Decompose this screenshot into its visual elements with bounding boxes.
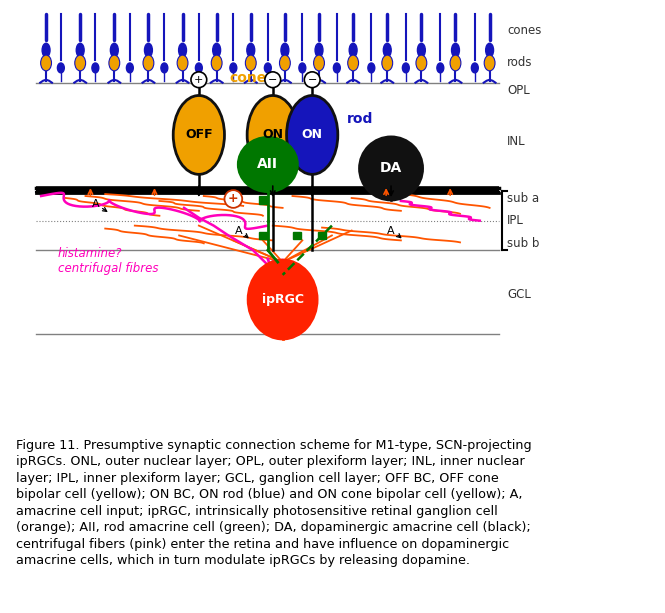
Ellipse shape <box>57 63 65 73</box>
Ellipse shape <box>333 63 340 73</box>
Ellipse shape <box>382 55 392 71</box>
Circle shape <box>360 137 422 200</box>
Ellipse shape <box>437 63 444 73</box>
Ellipse shape <box>279 55 291 71</box>
Ellipse shape <box>177 55 188 71</box>
Ellipse shape <box>126 63 133 73</box>
Text: IPL: IPL <box>507 214 524 227</box>
Ellipse shape <box>471 63 478 73</box>
Text: cones: cones <box>507 24 542 37</box>
Ellipse shape <box>416 55 427 71</box>
Text: ON: ON <box>262 129 283 142</box>
Text: AII: AII <box>257 158 279 172</box>
Ellipse shape <box>41 55 51 71</box>
Text: +: + <box>228 192 239 205</box>
Text: A: A <box>387 226 395 235</box>
Text: sub b: sub b <box>507 237 540 250</box>
Ellipse shape <box>196 63 202 73</box>
Ellipse shape <box>485 44 493 57</box>
Ellipse shape <box>74 55 86 71</box>
Text: OPL: OPL <box>507 84 530 97</box>
Text: sub a: sub a <box>507 191 539 205</box>
Ellipse shape <box>42 44 50 57</box>
Ellipse shape <box>349 44 357 57</box>
Ellipse shape <box>299 63 306 73</box>
Ellipse shape <box>109 55 120 71</box>
Ellipse shape <box>452 44 460 57</box>
Text: −: − <box>268 75 277 85</box>
Ellipse shape <box>144 44 152 57</box>
Ellipse shape <box>418 44 426 57</box>
Ellipse shape <box>211 55 222 71</box>
Ellipse shape <box>315 44 323 57</box>
Text: INL: INL <box>507 135 526 148</box>
Text: OFF: OFF <box>185 129 213 142</box>
Text: histamine?
centrifugal fibres: histamine? centrifugal fibres <box>58 247 158 275</box>
Ellipse shape <box>450 55 461 71</box>
Ellipse shape <box>230 63 237 73</box>
Ellipse shape <box>92 63 99 73</box>
Bar <box>259 232 267 240</box>
Ellipse shape <box>265 63 271 73</box>
Ellipse shape <box>238 137 297 192</box>
Text: +: + <box>194 75 203 85</box>
Ellipse shape <box>76 44 84 57</box>
Text: rods: rods <box>507 56 533 69</box>
Circle shape <box>305 72 320 88</box>
Ellipse shape <box>161 63 168 73</box>
Text: cone: cone <box>229 70 267 85</box>
Ellipse shape <box>179 44 186 57</box>
Text: rod: rod <box>346 112 373 126</box>
Circle shape <box>265 72 281 88</box>
Ellipse shape <box>402 63 409 73</box>
Ellipse shape <box>213 44 221 57</box>
Ellipse shape <box>281 44 289 57</box>
Bar <box>318 232 326 240</box>
Ellipse shape <box>368 63 375 73</box>
Ellipse shape <box>247 96 299 174</box>
Ellipse shape <box>143 55 154 71</box>
Ellipse shape <box>314 55 325 71</box>
Ellipse shape <box>484 55 495 71</box>
Ellipse shape <box>247 44 255 57</box>
Text: GCL: GCL <box>507 288 531 301</box>
Text: Figure 11. Presumptive synaptic connection scheme for M1-type, SCN-projecting
ip: Figure 11. Presumptive synaptic connecti… <box>17 439 532 567</box>
Ellipse shape <box>383 44 391 57</box>
Ellipse shape <box>287 96 338 174</box>
Circle shape <box>191 72 207 88</box>
Text: DA: DA <box>380 161 402 175</box>
Ellipse shape <box>348 55 358 71</box>
Circle shape <box>225 190 242 208</box>
Ellipse shape <box>245 55 256 71</box>
Ellipse shape <box>173 96 225 174</box>
Text: A: A <box>235 226 242 235</box>
Text: ipRGC: ipRGC <box>261 293 304 306</box>
Text: −: − <box>307 75 317 85</box>
Bar <box>259 196 267 204</box>
Ellipse shape <box>110 44 118 57</box>
Text: A: A <box>92 199 99 209</box>
Ellipse shape <box>248 260 317 339</box>
Bar <box>293 232 301 240</box>
Text: ON: ON <box>302 129 323 142</box>
